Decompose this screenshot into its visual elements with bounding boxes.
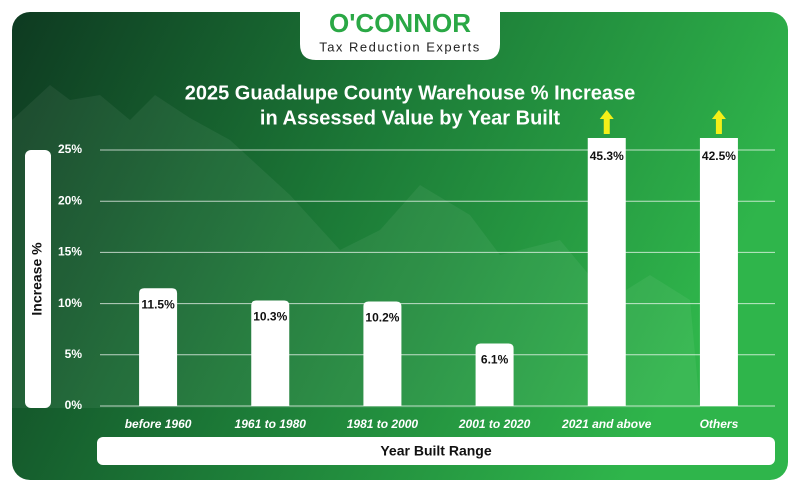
bar [587, 138, 626, 406]
bar [139, 288, 178, 406]
x-tick-label: Others [700, 417, 739, 431]
x-tick-label: 2021 and above [561, 417, 652, 431]
value-label: 10.3% [253, 310, 287, 324]
bar [251, 300, 290, 406]
x-axis-label: Year Built Range [380, 443, 491, 459]
y-tick-label: 15% [58, 245, 82, 259]
y-tick-label: 25% [58, 142, 82, 156]
x-tick-label: before 1960 [125, 417, 192, 431]
decor [12, 85, 700, 408]
y-tick-label: 10% [58, 296, 82, 310]
overflow-arrow [599, 110, 614, 134]
bar [475, 343, 514, 406]
plot [139, 138, 738, 406]
bar [699, 138, 738, 406]
chart-title: in Assessed Value by Year Built [260, 107, 560, 129]
value-label: 11.5% [141, 297, 175, 311]
y-label-pill [25, 150, 51, 408]
logo-name: O'CONNOR [329, 8, 471, 38]
chart-title: 2025 Guadalupe County Warehouse % Increa… [185, 82, 636, 104]
logo-tab [300, 12, 500, 60]
y-axis-label: Increase % [29, 242, 45, 316]
value-label: 42.5% [702, 149, 736, 163]
value-label: 45.3% [590, 149, 624, 163]
overflow-arrow [711, 110, 726, 134]
x-tick-label: 1981 to 2000 [347, 417, 419, 431]
x-tick-label: 2001 to 2020 [458, 417, 531, 431]
y-tick-label: 5% [65, 347, 83, 361]
x-tick-label: 1961 to 1980 [235, 417, 307, 431]
logo-tagline: Tax Reduction Experts [319, 39, 481, 54]
x-label-pill [97, 437, 775, 465]
value-label: 10.2% [365, 311, 399, 325]
y-tick-label: 20% [58, 193, 82, 207]
y-tick-label: 0% [65, 398, 83, 412]
bar [363, 301, 402, 406]
value-label: 6.1% [481, 353, 509, 367]
